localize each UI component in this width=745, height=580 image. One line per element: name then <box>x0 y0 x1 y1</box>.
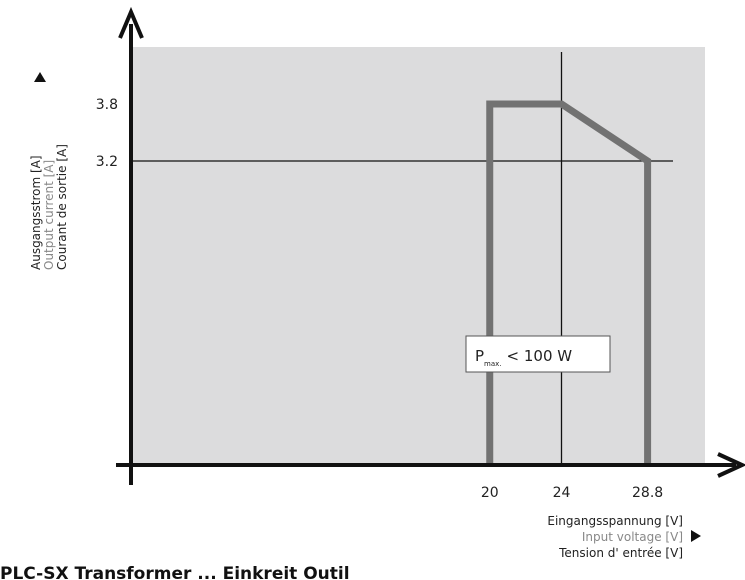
x-tick-label: 28.8 <box>632 485 663 501</box>
svg-text:Pmax.< 100 W: Pmax. < 100 W <box>475 347 572 368</box>
x-axis-title-arrow-icon <box>691 530 701 542</box>
x-axis-label-de: Eingangsspannung [V] <box>547 514 683 528</box>
x-tick-labels: 20 24 28.8 <box>481 485 663 501</box>
axes <box>116 6 745 485</box>
y-axis-title: Ausgangsstrom [A] Output current [A] Cou… <box>29 72 69 270</box>
output-curve-series <box>486 100 652 465</box>
y-axis-label-en: Output current [A] <box>42 160 56 270</box>
y-axis-label-fr: Courant de sortie [A] <box>55 144 69 270</box>
x-tick-label: 24 <box>553 485 571 501</box>
annotation-value: < 100 W <box>507 347 573 365</box>
reference-lines <box>131 52 673 465</box>
x-axis-label-fr: Tension d' entrée [V] <box>558 546 683 560</box>
annotation-symbol: P <box>475 347 484 365</box>
x-tick-label: 20 <box>481 485 499 501</box>
annotation-subscript: max. <box>484 360 501 368</box>
x-axis-label-en: Input voltage [V] <box>582 530 683 544</box>
y-tick-label: 3.2 <box>96 154 118 170</box>
x-axis-arrow-icon <box>717 452 745 478</box>
y-axis-label-de: Ausgangsstrom [A] <box>29 155 43 270</box>
annotation-box: Pmax. < 100 W <box>465 335 611 373</box>
y-tick-label: 3.8 <box>96 97 118 113</box>
y-tick-labels: 3.2 3.8 <box>96 97 118 170</box>
plot-area <box>131 47 705 465</box>
y-axis-arrow-icon <box>118 6 144 39</box>
x-axis-title: Eingangsspannung [V] Input voltage [V] T… <box>547 514 701 560</box>
footer-text: PLC-SX Transformer ... Einkreit Outil <box>0 564 350 580</box>
y-axis-title-arrow-icon <box>34 72 46 82</box>
